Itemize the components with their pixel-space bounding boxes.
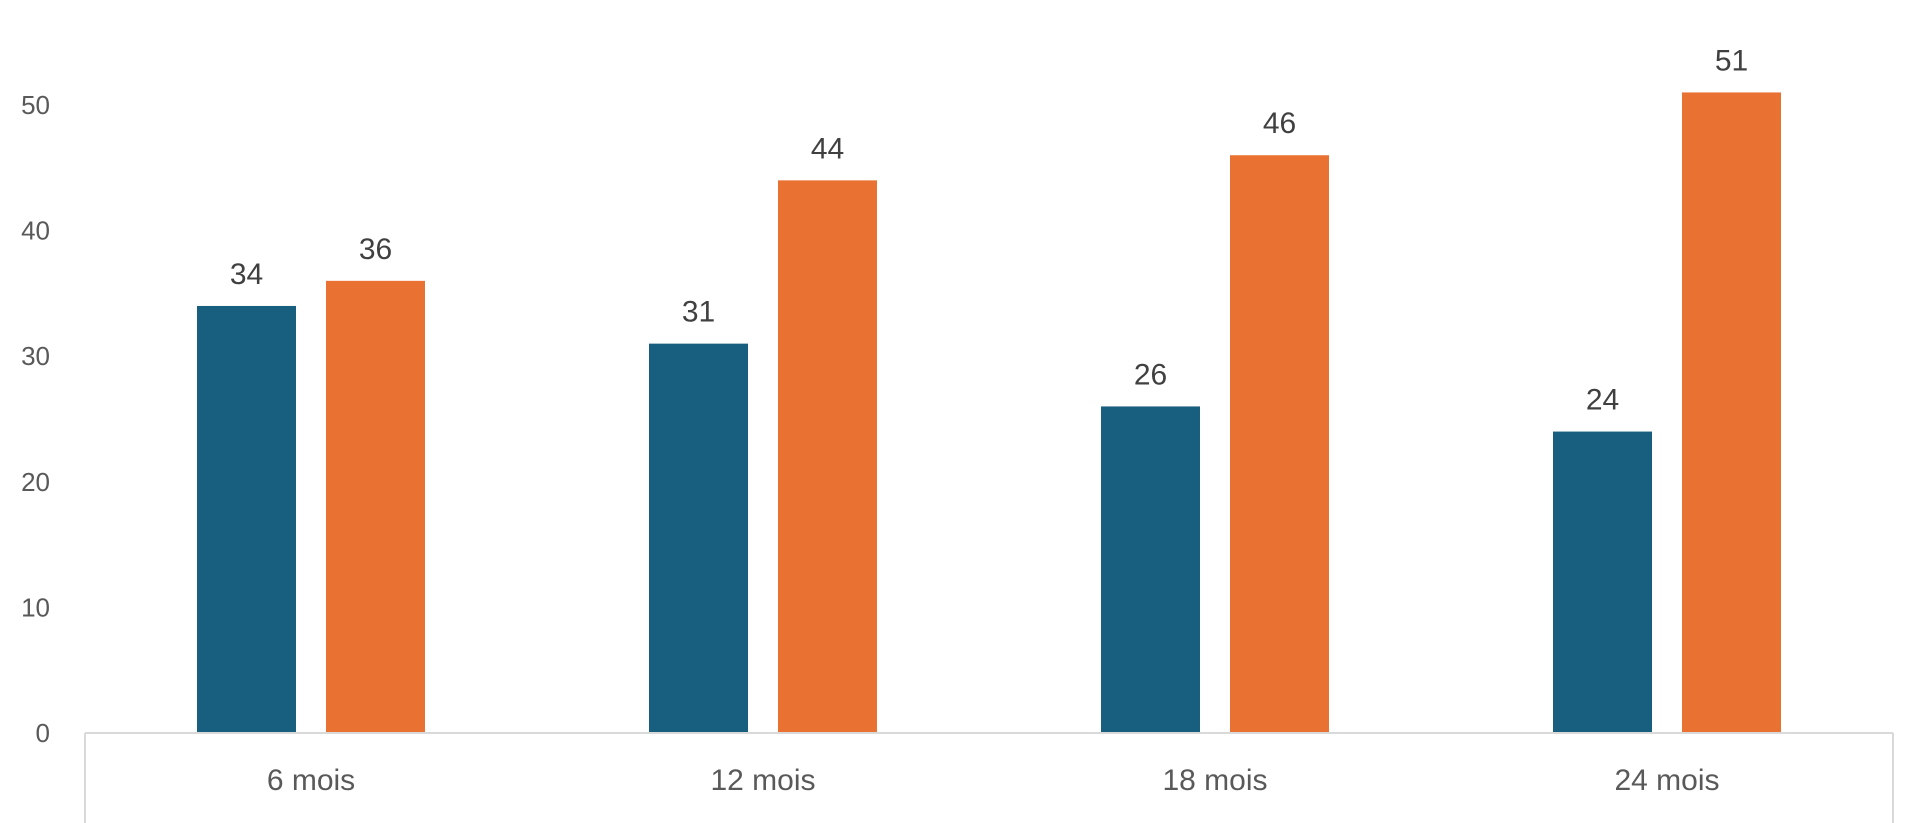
y-tick-label: 10 [21, 592, 50, 622]
x-category-label: 6 mois [267, 764, 355, 797]
bar-series-2 [778, 180, 877, 734]
bar-series-1 [1553, 431, 1652, 733]
bar-series-1 [197, 305, 296, 733]
y-tick-label: 40 [21, 216, 50, 246]
data-label: 44 [811, 132, 844, 165]
data-label: 26 [1134, 358, 1167, 391]
data-label: 24 [1586, 384, 1619, 417]
y-tick-label: 30 [21, 341, 50, 371]
bar-series-2 [326, 280, 425, 733]
y-tick-label: 0 [36, 718, 50, 748]
x-axis: 6 mois 12 mois 18 mois 24 mois [84, 732, 1894, 823]
bar-series-2 [1230, 155, 1329, 734]
x-category-label: 18 mois [1162, 764, 1267, 797]
data-label: 31 [682, 296, 715, 329]
data-label: 51 [1715, 44, 1748, 77]
data-label: 34 [230, 258, 263, 291]
data-label: 36 [359, 233, 392, 266]
y-tick-label: 50 [21, 90, 50, 120]
x-category-label: 24 mois [1614, 764, 1719, 797]
y-tick-label: 20 [21, 467, 50, 497]
bar-series-1 [1101, 406, 1200, 733]
bar-series-1 [649, 343, 748, 733]
data-labels: 34 36 31 44 26 46 24 51 [230, 44, 1748, 416]
bar-series-2 [1682, 92, 1781, 733]
y-axis-ticks: 0 10 20 30 40 50 [21, 90, 50, 748]
x-category-label: 12 mois [710, 764, 815, 797]
bars [197, 92, 1781, 734]
data-label: 46 [1263, 107, 1296, 140]
